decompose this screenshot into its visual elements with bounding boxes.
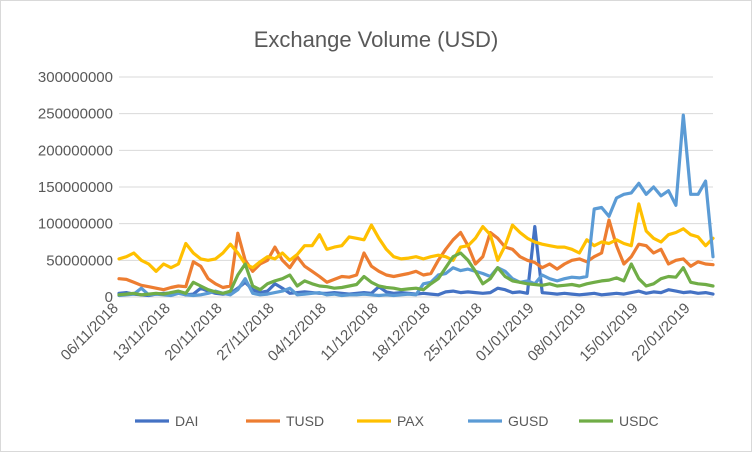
y-tick-label: 50000000 — [46, 252, 113, 269]
series-line-usdc — [117, 251, 715, 297]
legend-label: USDC — [619, 413, 659, 429]
legend: DAI TUSD PAX GUSD USDC — [135, 413, 659, 429]
legend-label: TUSD — [286, 413, 324, 429]
legend-label: DAI — [175, 413, 198, 429]
legend-item-dai: DAI — [135, 413, 198, 429]
y-tick-label: 100000000 — [38, 216, 113, 233]
y-tick-label: 150000000 — [38, 179, 113, 196]
legend-item-gusd: GUSD — [468, 413, 548, 429]
legend-label: PAX — [397, 413, 425, 429]
y-tick-label: 200000000 — [38, 142, 113, 159]
y-tick-label: 300000000 — [38, 69, 113, 86]
y-tick-label: 0 — [105, 289, 113, 306]
series-lines — [117, 113, 715, 298]
legend-item-tusd: TUSD — [246, 413, 324, 429]
legend-label: GUSD — [508, 413, 548, 429]
series-line-tusd — [117, 218, 715, 292]
legend-item-usdc: USDC — [579, 413, 659, 429]
gridlines — [119, 76, 713, 298]
series-line-gusd — [117, 113, 715, 298]
y-tick-label: 250000000 — [38, 106, 113, 123]
chart-title: Exchange Volume (USD) — [254, 27, 499, 52]
legend-item-pax: PAX — [357, 413, 425, 429]
x-axis-tick-labels: 06/11/201813/11/201820/11/201827/11/2018… — [58, 300, 694, 365]
series-line-pax — [117, 202, 715, 273]
y-axis-tick-labels: 0 50000000 100000000 150000000 200000000 2500… — [38, 69, 113, 306]
